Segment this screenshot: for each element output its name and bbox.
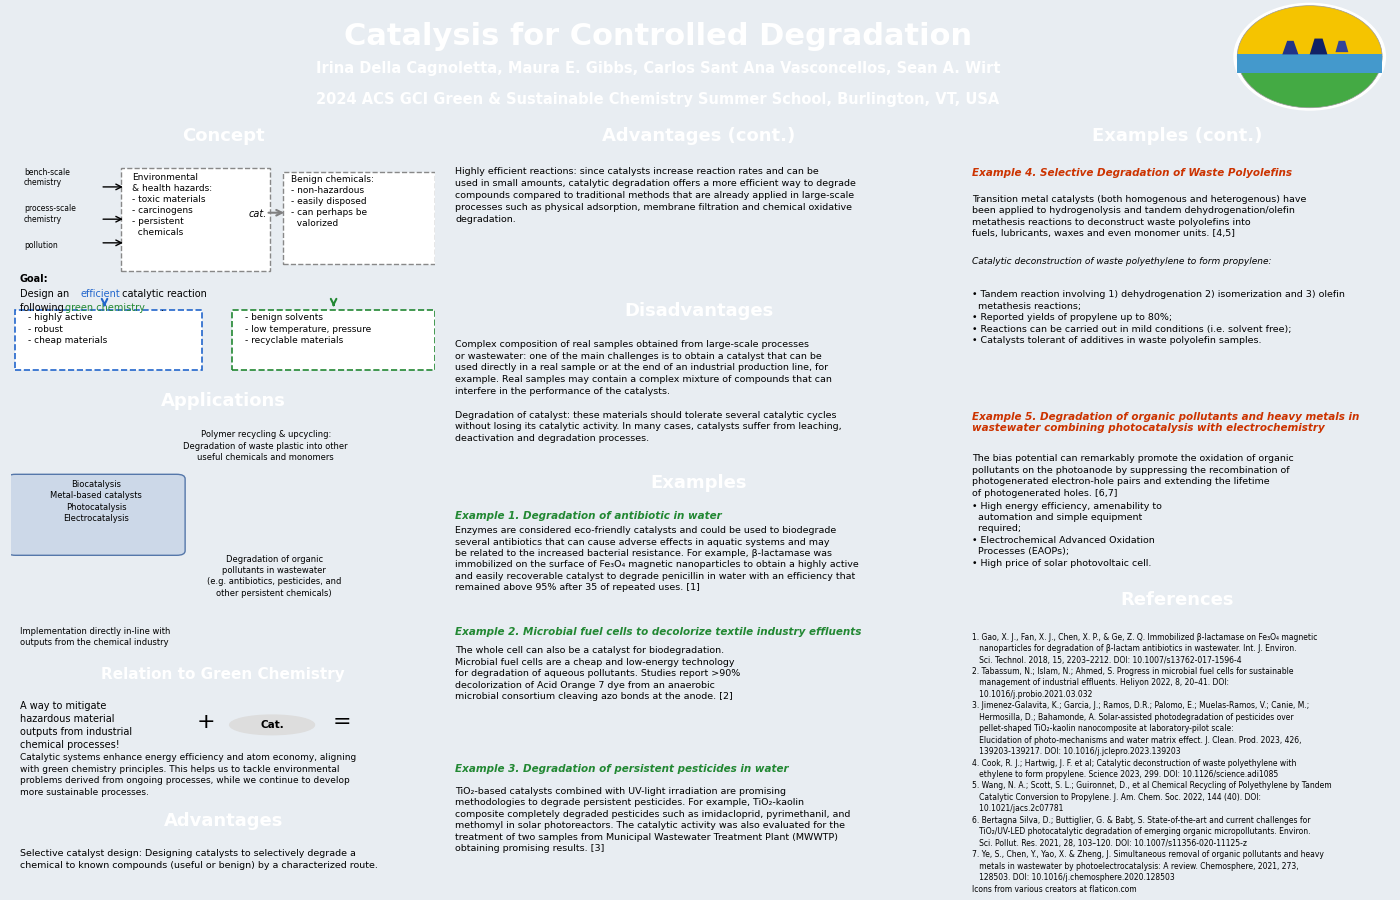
Text: Selective catalyst design: Designing catalysts to selectively degrade a
chemical: Selective catalyst design: Designing cat… [20,849,378,869]
FancyBboxPatch shape [7,474,185,555]
Text: Examples (cont.): Examples (cont.) [1092,127,1261,145]
Text: Applications: Applications [161,392,286,410]
Text: Catalytic systems enhance energy efficiency and atom economy, aligning
with gree: Catalytic systems enhance energy efficie… [20,753,356,796]
Text: Enzymes are considered eco-friendly catalysts and could be used to biodegrade
se: Enzymes are considered eco-friendly cata… [455,526,860,592]
Text: Advantages: Advantages [164,812,283,830]
Text: pollution: pollution [24,240,57,249]
Text: - highly active
- robust
- cheap materials: - highly active - robust - cheap materia… [28,312,108,346]
Text: cat.: cat. [249,209,267,219]
Text: Cat.: Cat. [260,720,284,730]
Text: Complex composition of real samples obtained from large-scale processes
or waste: Complex composition of real samples obta… [455,340,841,443]
Text: efficient: efficient [80,289,120,299]
Text: =: = [333,712,351,732]
Text: • Tandem reaction involving 1) dehydrogenation 2) isomerization and 3) olefin
  : • Tandem reaction involving 1) dehydroge… [972,291,1344,346]
Wedge shape [1238,57,1382,108]
Text: process-scale
chemistry: process-scale chemistry [24,204,76,223]
Circle shape [230,716,315,734]
Text: References: References [1120,591,1233,609]
Text: The bias potential can remarkably promote the oxidation of organic
pollutants on: The bias potential can remarkably promot… [972,454,1294,498]
FancyBboxPatch shape [122,167,270,271]
Text: Design an: Design an [20,289,71,299]
FancyBboxPatch shape [232,310,435,370]
Polygon shape [1282,40,1298,54]
Text: Relation to Green Chemistry: Relation to Green Chemistry [101,667,346,681]
Text: Polymer recycling & upcycling:
Degradation of waste plastic into other
useful ch: Polymer recycling & upcycling: Degradati… [183,430,349,462]
Text: Example 1. Degradation of antibiotic in water: Example 1. Degradation of antibiotic in … [455,511,722,521]
FancyBboxPatch shape [15,310,202,370]
Text: Example 3. Degradation of persistent pesticides in water: Example 3. Degradation of persistent pes… [455,764,790,775]
Text: Disadvantages: Disadvantages [624,302,773,319]
Text: Example 2. Microbial fuel cells to decolorize textile industry effluents: Example 2. Microbial fuel cells to decol… [455,626,862,636]
Text: Example 4. Selective Degradation of Waste Polyolefins: Example 4. Selective Degradation of Wast… [972,168,1292,178]
Text: +: + [197,712,216,732]
Text: - benign solvents
- low temperature, pressure
- recyclable materials: - benign solvents - low temperature, pre… [245,312,371,346]
Text: Examples: Examples [651,474,746,492]
Text: A way to mitigate
hazardous material
outputs from industrial
chemical processes!: A way to mitigate hazardous material out… [20,701,132,750]
Circle shape [1233,4,1386,110]
Text: Degradation of organic
pollutants in wastewater
(e.g. antibiotics, pesticides, a: Degradation of organic pollutants in was… [207,555,342,598]
Text: 1. Gao, X. J., Fan, X. J., Chen, X. P., & Ge, Z. Q. Immobilized β-lactamase on F: 1. Gao, X. J., Fan, X. J., Chen, X. P., … [972,633,1331,894]
Text: .: . [161,303,164,313]
FancyBboxPatch shape [283,172,435,265]
Wedge shape [1238,5,1382,57]
Text: Catalysis for Controlled Degradation: Catalysis for Controlled Degradation [344,22,972,51]
Text: bench-scale
chemistry: bench-scale chemistry [24,167,70,187]
Text: Advantages (cont.): Advantages (cont.) [602,127,795,145]
Text: Transition metal catalysts (both homogenous and heterogenous) have
been applied : Transition metal catalysts (both homogen… [972,194,1306,238]
Text: Catalytic deconstruction of waste polyethylene to form propylene:: Catalytic deconstruction of waste polyet… [972,256,1271,266]
Text: Example 5. Degradation of organic pollutants and heavy metals in
wastewater comb: Example 5. Degradation of organic pollut… [972,412,1359,434]
Text: Highly efficient reactions: since catalysts increase reaction rates and can be
u: Highly efficient reactions: since cataly… [455,167,857,223]
Text: Implementation directly in-line with
outputs from the chemical industry: Implementation directly in-line with out… [20,627,169,647]
Text: The whole cell can also be a catalyst for biodegradation.
Microbial fuel cells a: The whole cell can also be a catalyst fo… [455,646,741,701]
Text: following: following [20,303,67,313]
Text: TiO₂-based catalysts combined with UV-light irradiation are promising
methodolog: TiO₂-based catalysts combined with UV-li… [455,787,851,853]
Text: • High energy efficiency, amenability to
  automation and simple equipment
  req: • High energy efficiency, amenability to… [972,501,1162,568]
Text: green chemistry: green chemistry [66,303,146,313]
Text: Environmental
& health hazards:
- toxic materials
- carcinogens
- persistent
  c: Environmental & health hazards: - toxic … [132,173,213,238]
Text: 2024 ACS GCI Green & Sustainable Chemistry Summer School, Burlington, VT, USA: 2024 ACS GCI Green & Sustainable Chemist… [316,92,1000,107]
Bar [1238,54,1382,73]
Text: Biocatalysis
Metal-based catalysts
Photocatalysis
Electrocatalysis: Biocatalysis Metal-based catalysts Photo… [50,480,141,523]
Polygon shape [1336,40,1348,52]
Text: Irina Della Cagnoletta, Maura E. Gibbs, Carlos Sant Ana Vasconcellos, Sean A. Wi: Irina Della Cagnoletta, Maura E. Gibbs, … [316,61,1000,76]
Text: Benign chemicals:
- non-hazardous
- easily disposed
- can perhaps be
  valorized: Benign chemicals: - non-hazardous - easi… [291,176,374,229]
Text: Concept: Concept [182,127,265,145]
Text: catalytic reaction: catalytic reaction [119,289,206,299]
Polygon shape [1310,39,1327,54]
Text: Goal:: Goal: [20,274,49,284]
